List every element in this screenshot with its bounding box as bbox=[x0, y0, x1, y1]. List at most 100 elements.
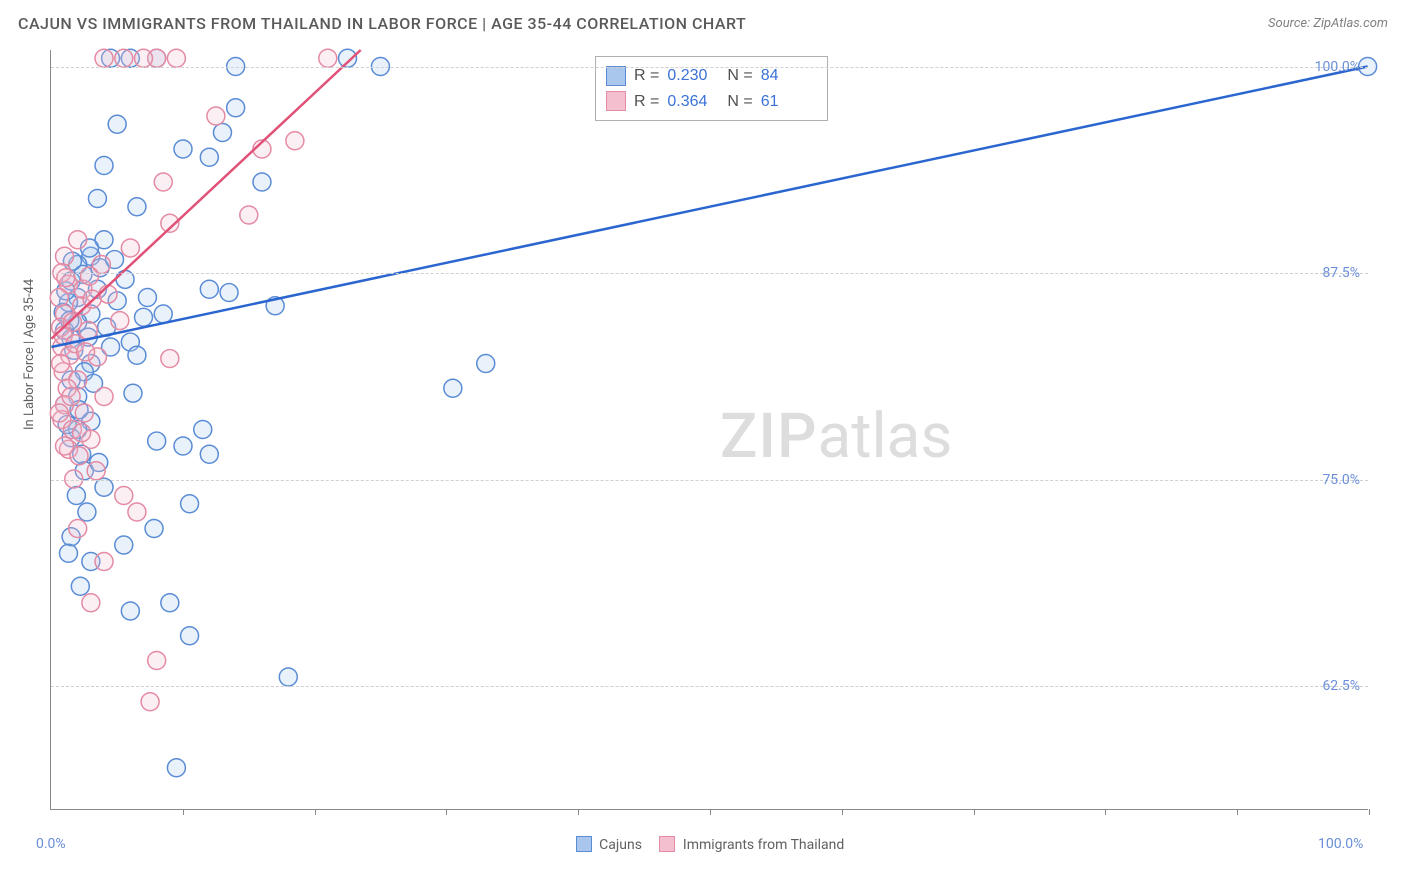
scatter-point bbox=[213, 124, 231, 142]
scatter-point bbox=[121, 239, 139, 257]
grid-line bbox=[51, 273, 1368, 274]
scatter-point bbox=[78, 503, 96, 521]
scatter-point bbox=[154, 305, 172, 323]
x-tick bbox=[1369, 809, 1370, 815]
x-tick bbox=[1237, 809, 1238, 815]
scatter-point bbox=[111, 312, 129, 330]
x-tick bbox=[315, 809, 316, 815]
scatter-point bbox=[95, 478, 113, 496]
grid-line bbox=[51, 480, 1368, 481]
legend-swatch-1 bbox=[576, 836, 592, 852]
title-bar: CAJUN VS IMMIGRANTS FROM THAILAND IN LAB… bbox=[18, 14, 1388, 33]
scatter-point bbox=[161, 350, 179, 368]
scatter-point bbox=[148, 432, 166, 450]
scatter-point bbox=[82, 594, 100, 612]
scatter-point bbox=[207, 107, 225, 125]
scatter-point bbox=[174, 140, 192, 158]
y-tick-label: 75.0% bbox=[1322, 472, 1360, 488]
stats-n-label-2: N = bbox=[727, 89, 752, 115]
scatter-point bbox=[319, 49, 337, 67]
scatter-point bbox=[59, 544, 77, 562]
scatter-point bbox=[240, 206, 258, 224]
scatter-point bbox=[67, 487, 85, 505]
stats-row-series-2: R = 0.364 N = 61 bbox=[606, 89, 813, 115]
scatter-point bbox=[200, 148, 218, 166]
scatter-point bbox=[71, 577, 89, 595]
scatter-point bbox=[167, 759, 185, 777]
scatter-point bbox=[124, 384, 142, 402]
scatter-point bbox=[200, 280, 218, 298]
scatter-point bbox=[128, 198, 146, 216]
legend-swatch-2 bbox=[659, 836, 675, 852]
scatter-point bbox=[477, 355, 495, 373]
x-tick bbox=[842, 809, 843, 815]
scatter-point bbox=[227, 99, 245, 117]
scatter-point bbox=[81, 267, 99, 285]
scatter-point bbox=[95, 553, 113, 571]
scatter-point bbox=[339, 49, 357, 67]
scatter-point bbox=[138, 289, 156, 307]
scatter-point bbox=[194, 421, 212, 439]
scatter-point bbox=[148, 652, 166, 670]
scatter-point bbox=[444, 379, 462, 397]
scatter-point bbox=[154, 173, 172, 191]
stats-n-value-2: 61 bbox=[761, 89, 813, 115]
legend-label-2: Immigrants from Thailand bbox=[683, 837, 844, 853]
scatter-point bbox=[220, 284, 238, 302]
y-axis-label: In Labor Force | Age 35-44 bbox=[22, 279, 37, 430]
scatter-point bbox=[141, 693, 159, 711]
scatter-point bbox=[77, 343, 95, 361]
scatter-point bbox=[115, 49, 133, 67]
grid-line bbox=[51, 686, 1368, 687]
scatter-point bbox=[167, 49, 185, 67]
scatter-point bbox=[56, 247, 74, 265]
x-tick bbox=[974, 809, 975, 815]
y-tick-label: 62.5% bbox=[1322, 678, 1360, 694]
scatter-point bbox=[200, 445, 218, 463]
scatter-point bbox=[69, 520, 87, 538]
scatter-point bbox=[286, 132, 304, 150]
scatter-point bbox=[115, 487, 133, 505]
scatter-point bbox=[174, 437, 192, 455]
scatter-point bbox=[57, 269, 75, 287]
grid-line bbox=[51, 67, 1368, 68]
plot-area: R = 0.230 N = 84 R = 0.364 N = 61 62.5%7… bbox=[50, 50, 1368, 810]
scatter-point bbox=[75, 404, 93, 422]
stats-r-value-2: 0.364 bbox=[667, 89, 719, 115]
scatter-point bbox=[121, 602, 139, 620]
x-tick bbox=[710, 809, 711, 815]
chart-title: CAJUN VS IMMIGRANTS FROM THAILAND IN LAB… bbox=[18, 14, 746, 33]
scatter-point bbox=[253, 173, 271, 191]
scatter-point bbox=[161, 594, 179, 612]
scatter-point bbox=[73, 424, 91, 442]
scatter-point bbox=[115, 536, 133, 554]
stats-swatch-1 bbox=[606, 66, 626, 86]
scatter-point bbox=[52, 355, 70, 373]
scatter-point bbox=[99, 285, 117, 303]
y-tick-label: 87.5% bbox=[1322, 265, 1360, 281]
x-tick bbox=[1105, 809, 1106, 815]
y-tick-label: 100.0% bbox=[1315, 59, 1360, 75]
scatter-point bbox=[181, 495, 199, 513]
legend-label-1: Cajuns bbox=[599, 837, 642, 853]
scatter-point bbox=[95, 388, 113, 406]
stats-swatch-2 bbox=[606, 91, 626, 111]
scatter-point bbox=[135, 49, 153, 67]
scatter-point bbox=[56, 437, 74, 455]
scatter-point bbox=[108, 115, 126, 133]
bottom-legend: Cajuns Immigrants from Thailand bbox=[0, 836, 1406, 853]
scatter-point bbox=[88, 190, 106, 208]
scatter-point bbox=[62, 388, 80, 406]
scatter-point bbox=[145, 520, 163, 538]
scatter-point bbox=[69, 231, 87, 249]
scatter-point bbox=[279, 668, 297, 686]
scatter-point bbox=[128, 503, 146, 521]
scatter-point bbox=[128, 346, 146, 364]
stats-r-label-2: R = bbox=[634, 89, 659, 115]
chart-container: CAJUN VS IMMIGRANTS FROM THAILAND IN LAB… bbox=[0, 0, 1406, 892]
scatter-point bbox=[181, 627, 199, 645]
x-tick bbox=[446, 809, 447, 815]
scatter-point bbox=[87, 462, 105, 480]
scatter-point bbox=[50, 289, 68, 307]
scatter-point bbox=[95, 49, 113, 67]
